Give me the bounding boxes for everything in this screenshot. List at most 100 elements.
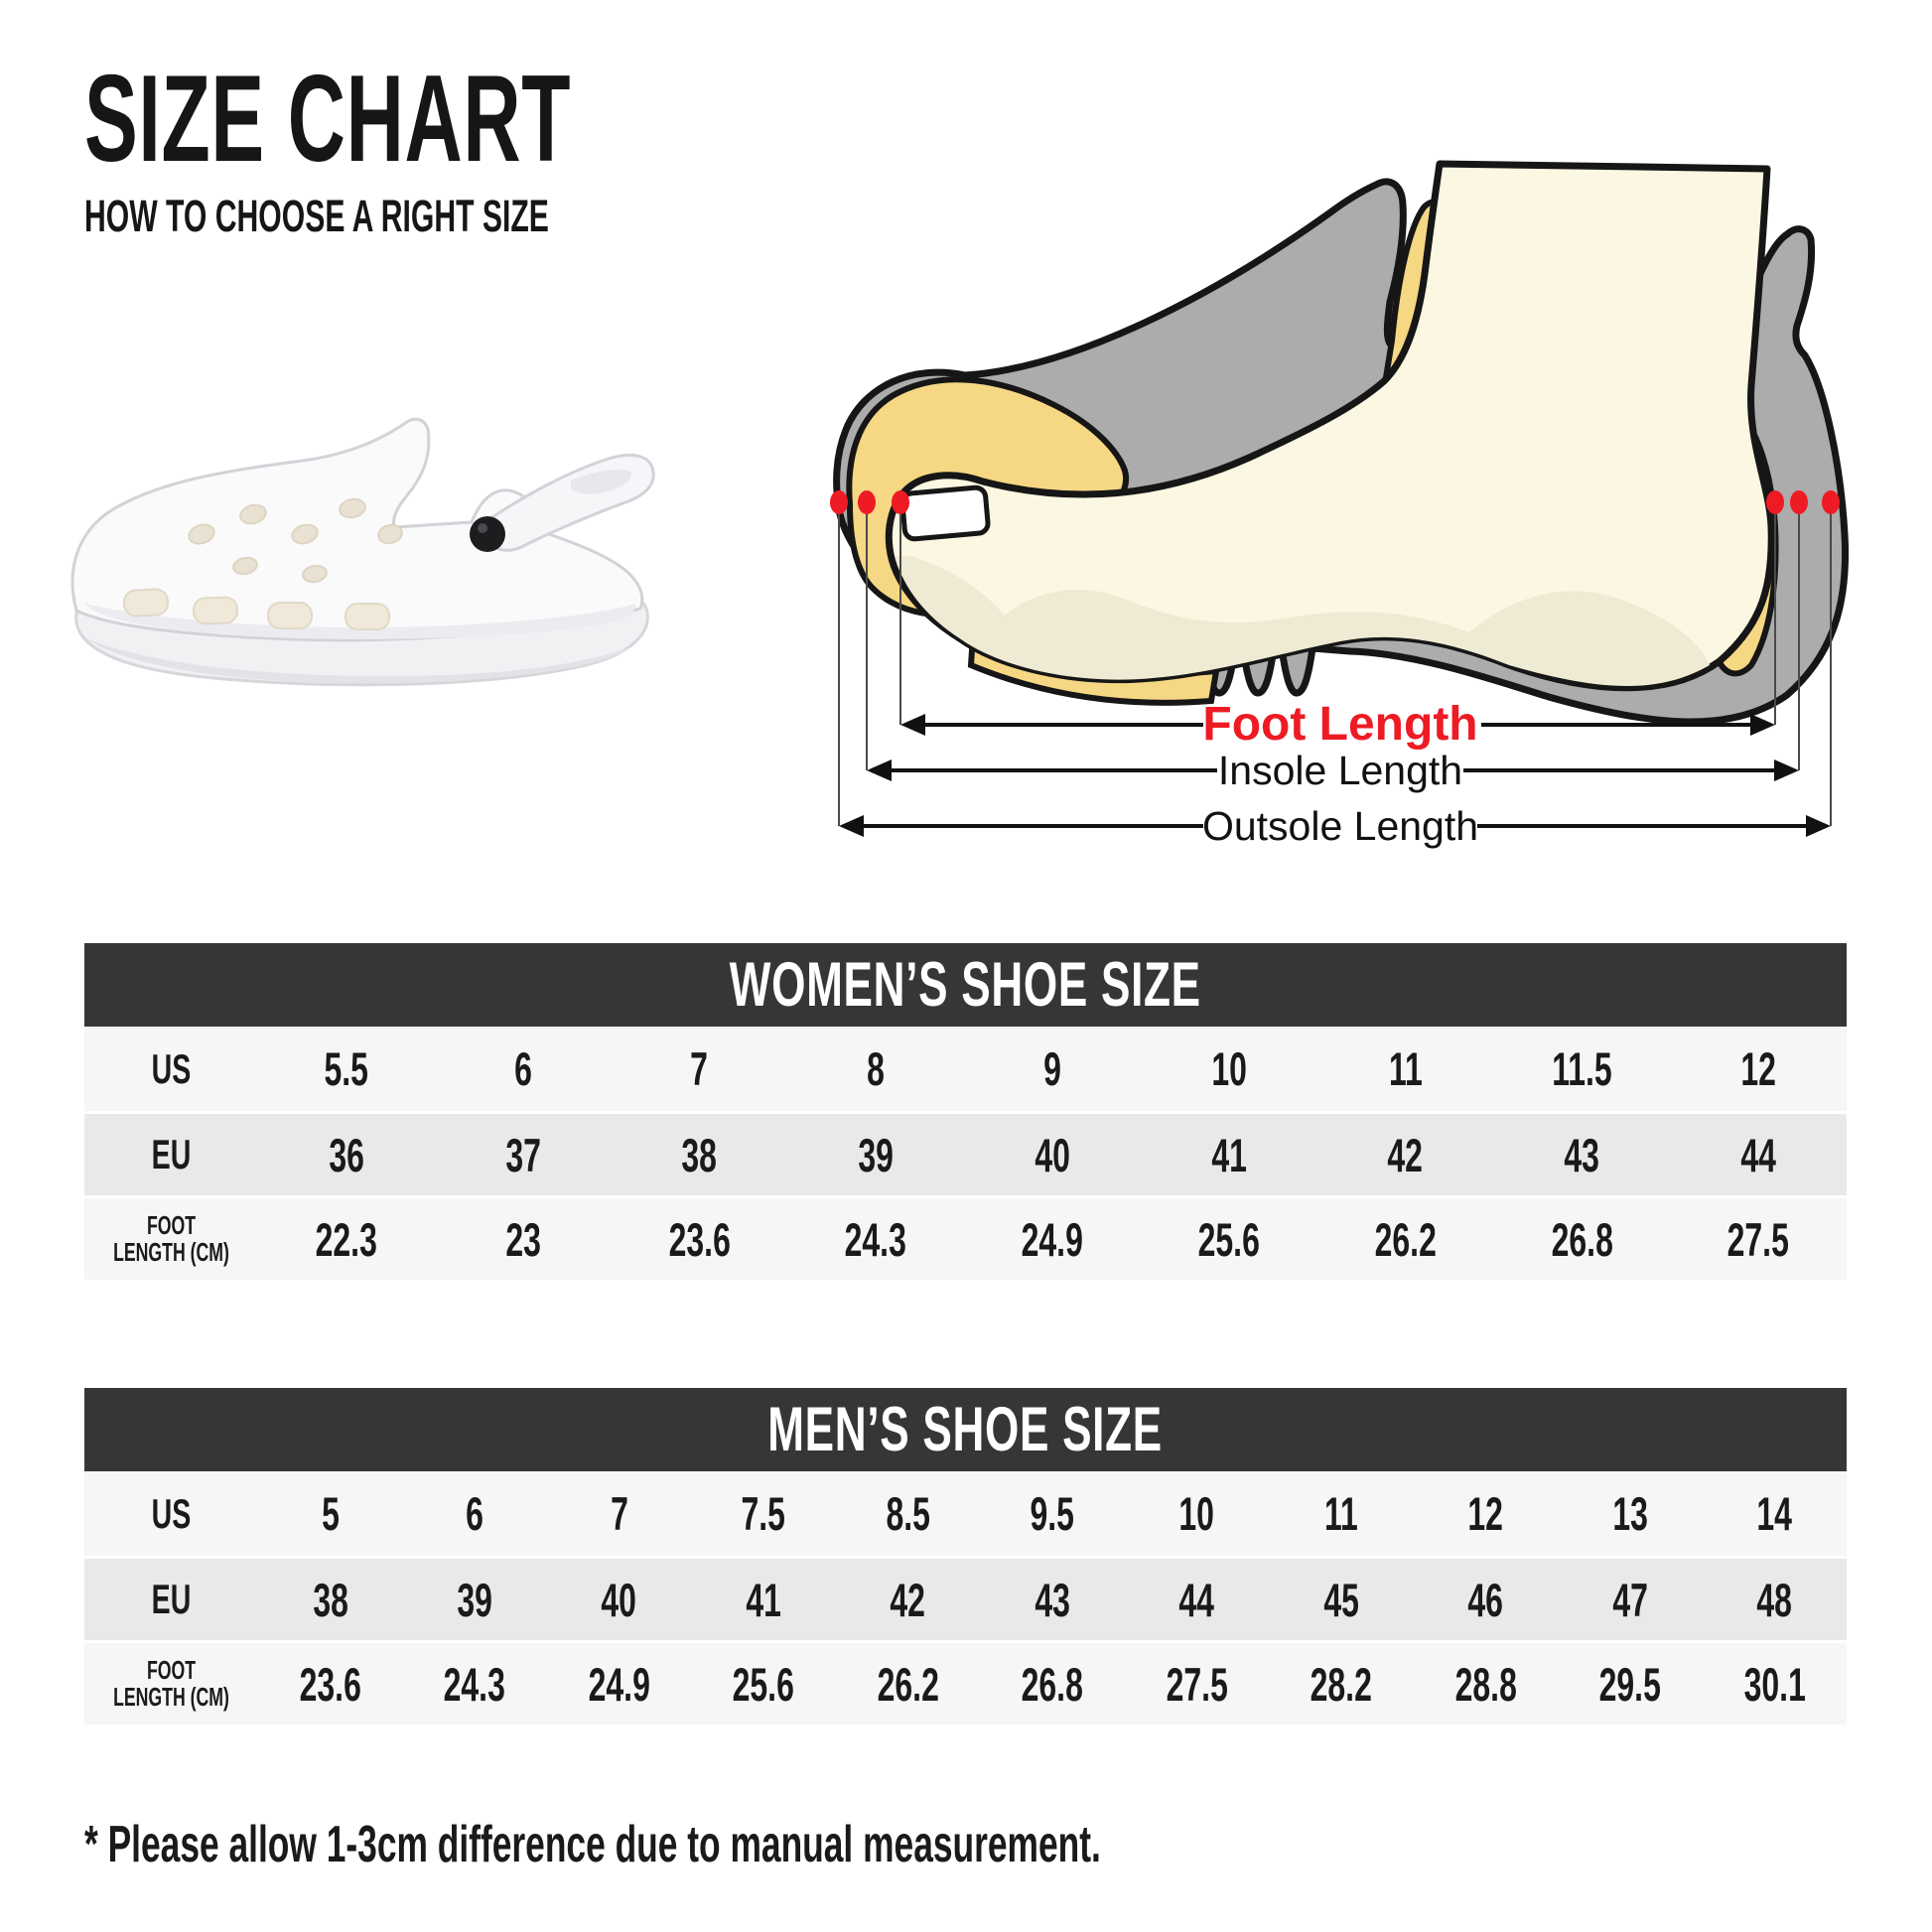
- toenail: [899, 484, 991, 542]
- size-cell: 38: [258, 1556, 403, 1640]
- size-cell: 26.8: [980, 1640, 1125, 1725]
- clog-rivet-highlight: [478, 523, 487, 533]
- size-cell: 6: [466, 1487, 484, 1540]
- clog-rivet: [470, 516, 505, 552]
- arrowhead-left: [867, 759, 892, 781]
- size-cell: 26.8: [1493, 1195, 1671, 1280]
- size-cell: 25.6: [691, 1640, 836, 1725]
- size-cell: 7: [690, 1042, 709, 1095]
- size-cell: 48: [1702, 1556, 1847, 1640]
- size-cell: 23: [434, 1195, 612, 1280]
- size-cell: 42: [835, 1556, 981, 1640]
- measurement-note: * Please allow 1-3cm difference due to m…: [84, 1816, 1101, 1873]
- size-cell: 37: [434, 1111, 612, 1195]
- size-cell: 26.2: [835, 1640, 981, 1725]
- arrowhead-right: [1774, 759, 1799, 781]
- insole-length-label: Insole Length: [1218, 748, 1462, 793]
- red-dot: [1822, 490, 1840, 514]
- size-cell: 25.6: [1140, 1195, 1317, 1280]
- table-row: FOOT LENGTH (CM) 23.6 24.3 24.9 25.6 26.2 26.8 2…: [84, 1640, 1847, 1725]
- size-cell: 12: [1467, 1487, 1504, 1540]
- clog-strap-slot: [571, 469, 631, 494]
- size-cell: 29.5: [1558, 1640, 1703, 1725]
- size-cell: 42: [1316, 1111, 1494, 1195]
- size-cell: 24.3: [787, 1195, 965, 1280]
- size-cell: 24.3: [402, 1640, 547, 1725]
- arrowhead-right: [1750, 714, 1775, 736]
- size-cell: 26.2: [1316, 1195, 1494, 1280]
- size-cell: 11: [1388, 1042, 1423, 1095]
- size-cell: 28.8: [1413, 1640, 1559, 1725]
- size-cell: 12: [1740, 1042, 1776, 1095]
- size-cell: 24.9: [546, 1640, 692, 1725]
- size-cell: 14: [1756, 1487, 1793, 1540]
- size-cell: 38: [611, 1111, 788, 1195]
- size-cell: 10: [1210, 1042, 1247, 1095]
- measure-guides: [838, 509, 1832, 826]
- table-row: US 5.5 6 7 8 9 10 11 11.5 12: [84, 1027, 1847, 1111]
- outsole-length-label: Outsole Length: [1202, 803, 1478, 849]
- size-cell: 43: [980, 1556, 1125, 1640]
- size-cell: 44: [1124, 1556, 1270, 1640]
- size-cell: 22.3: [258, 1195, 435, 1280]
- size-cell: 41: [691, 1556, 836, 1640]
- table-row: US 5 6 7 7.5 8.5 9.5 10 11 12 13 14: [84, 1471, 1847, 1556]
- size-cell: 27.5: [1670, 1195, 1847, 1280]
- page-subtitle: HOW TO CHOOSE A RIGHT SIZE: [84, 191, 549, 241]
- size-cell: 23.6: [611, 1195, 788, 1280]
- size-cell: 7: [610, 1487, 628, 1540]
- women-table-title: WOMEN’S SHOE SIZE: [730, 950, 1201, 1020]
- clog-upper-shading: [84, 604, 636, 639]
- clog-vent-holes: [188, 497, 403, 584]
- red-dot: [892, 490, 909, 514]
- measure-dots: [830, 490, 1840, 514]
- size-cell: 9: [1043, 1042, 1061, 1095]
- red-dot: [1790, 490, 1808, 514]
- size-cell: 7.5: [741, 1487, 786, 1540]
- size-cell: 10: [1178, 1487, 1215, 1540]
- foot-length-label: Foot Length: [1202, 698, 1477, 751]
- size-cell: 8.5: [886, 1487, 930, 1540]
- clog-shoe-illustration: [70, 417, 655, 687]
- size-cell: 13: [1612, 1487, 1648, 1540]
- red-dot: [1766, 490, 1784, 514]
- size-cell: 43: [1493, 1111, 1671, 1195]
- size-cell: 11: [1323, 1487, 1358, 1540]
- size-cell: 9.5: [1030, 1487, 1075, 1540]
- size-cell: 5: [321, 1487, 340, 1540]
- table-row: EU 36 37 38 39 40 41 42 43 44: [84, 1111, 1847, 1195]
- row-label: FOOT LENGTH (CM): [84, 1195, 258, 1280]
- page-title: SIZE CHART: [84, 51, 572, 188]
- size-cell: 39: [402, 1556, 547, 1640]
- row-label: EU: [84, 1556, 258, 1640]
- arrowhead-right: [1806, 815, 1831, 837]
- row-label: FOOT LENGTH (CM): [84, 1640, 258, 1725]
- table-row: EU 38 39 40 41 42 43 44 45 46 47 48: [84, 1556, 1847, 1640]
- size-cell: 27.5: [1124, 1640, 1270, 1725]
- row-label: US: [151, 1044, 192, 1092]
- size-cell: 28.2: [1269, 1640, 1414, 1725]
- size-cell: 39: [787, 1111, 965, 1195]
- arrowhead-left: [839, 815, 864, 837]
- clog-product-photo: [70, 417, 655, 687]
- size-cell: 44: [1670, 1111, 1847, 1195]
- men-size-table: MEN’S SHOE SIZE US 5 6 7 7.5 8.5 9.5 10 11 12 13 14…: [84, 1388, 1847, 1725]
- size-cell: 23.6: [258, 1640, 403, 1725]
- size-cell: 11.5: [1552, 1042, 1612, 1095]
- row-label: EU: [84, 1111, 258, 1195]
- size-cell: 36: [258, 1111, 435, 1195]
- size-cell: 46: [1413, 1556, 1559, 1640]
- foot-sole-shading: [896, 556, 1710, 687]
- clog-side-slots: [122, 588, 390, 630]
- red-dot: [830, 490, 848, 514]
- clog-sole-tread: [84, 637, 630, 684]
- size-cell: 40: [546, 1556, 692, 1640]
- size-cell: 8: [867, 1042, 886, 1095]
- size-cell: 45: [1269, 1556, 1414, 1640]
- size-cell: 5.5: [324, 1042, 369, 1095]
- size-cell: 41: [1140, 1111, 1317, 1195]
- size-cell: 30.1: [1702, 1640, 1847, 1725]
- table-row: FOOT LENGTH (CM) 22.3 23 23.6 24.3 24.9 25.6 26.…: [84, 1195, 1847, 1280]
- women-size-table: WOMEN’S SHOE SIZE US 5.5 6 7 8 9 10 11 11.5 12 EU 3…: [84, 943, 1847, 1280]
- title-block: SIZE CHART HOW TO CHOOSE A RIGHT SIZE: [84, 58, 833, 242]
